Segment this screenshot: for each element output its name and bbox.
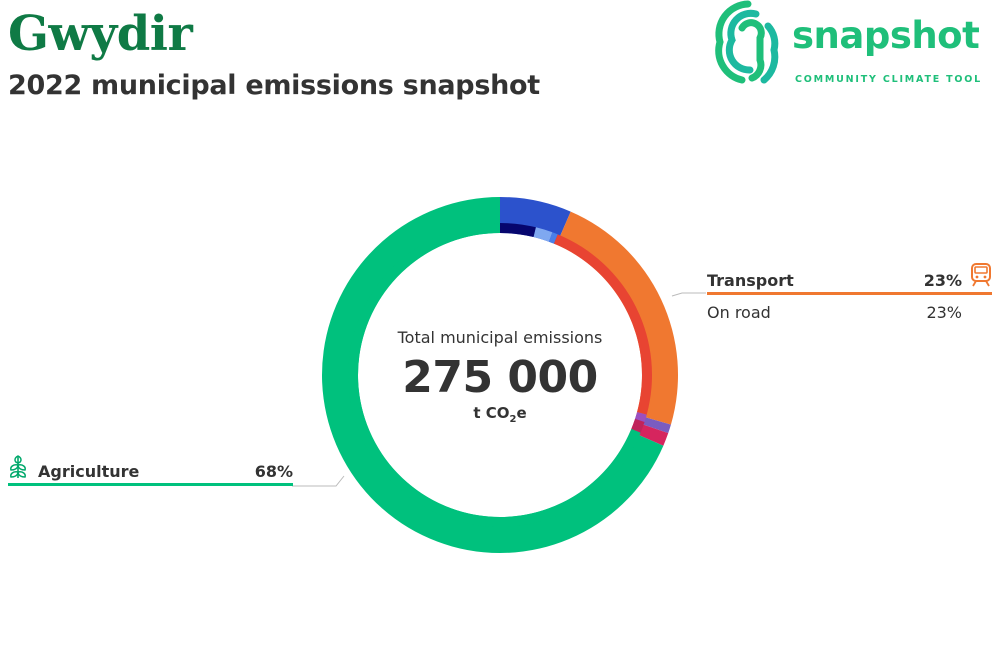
agriculture-leader-line	[292, 475, 345, 487]
category-agriculture-percent: 68%	[254, 462, 293, 481]
logo-tagline: COMMUNITY CLIMATE TOOL	[795, 74, 983, 85]
total-caption: Total municipal emissions	[397, 328, 603, 347]
total-unit: t CO2e	[473, 404, 527, 425]
page-title: Gwydir	[8, 6, 193, 62]
category-transport-percent: 23%	[923, 271, 962, 290]
page-subtitle: 2022 municipal emissions snapshot	[8, 70, 540, 101]
transport-leader-line	[671, 292, 706, 297]
inner-slice-segment-4	[635, 412, 647, 422]
total-value: 275 000	[402, 352, 598, 403]
logo-wordmark: snapshot	[792, 14, 980, 57]
subcategory-on-road-percent: 23%	[926, 303, 962, 322]
inner-slice-on-road	[553, 234, 653, 415]
category-transport-bar	[707, 292, 992, 295]
snapshot-logo: snapshot COMMUNITY CLIMATE TOOL	[712, 0, 1000, 90]
inner-ring	[347, 223, 653, 527]
inner-slice-segment-0	[500, 223, 536, 238]
category-transport-label: Transport	[707, 271, 794, 290]
fingerprint-logo-icon	[715, 0, 779, 84]
inner-slice-segment-2	[548, 232, 558, 244]
inner-slice-segment-1	[533, 227, 553, 242]
inner-slice-segment-5	[631, 418, 645, 433]
category-agriculture-bar	[8, 483, 293, 486]
subcategory-on-road-label: On road	[707, 303, 771, 322]
train-icon	[970, 262, 992, 293]
sprout-icon	[8, 452, 28, 485]
category-agriculture-label: Agriculture	[38, 462, 140, 481]
